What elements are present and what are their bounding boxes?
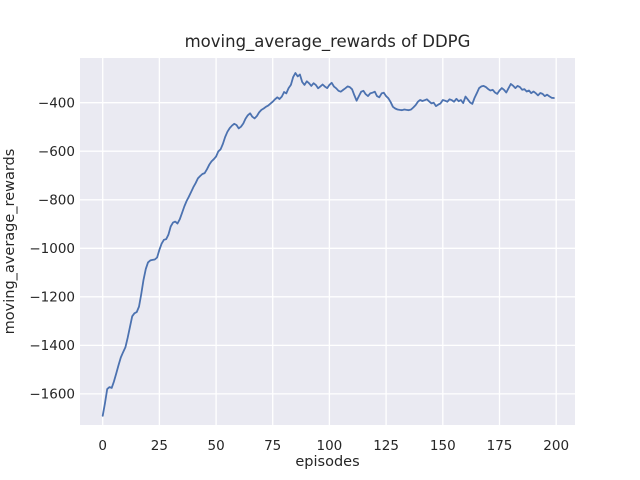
series-line-ddpg bbox=[101, 72, 555, 417]
plot-layer: 0 25 50 75 100 125 150 175 200 −400 −600 −800 −1000 −… bbox=[29, 58, 575, 454]
x-tick-label: 0 bbox=[98, 438, 107, 454]
y-tick-label: −1200 bbox=[29, 290, 75, 306]
x-tick-label: 200 bbox=[543, 438, 569, 454]
chart-title: moving_average_rewards of DDPG bbox=[185, 32, 471, 52]
x-tick-label: 75 bbox=[264, 438, 281, 454]
y-tick-label: −1400 bbox=[29, 338, 75, 354]
x-tick-label: 175 bbox=[487, 438, 513, 454]
y-tick-label: −1600 bbox=[29, 387, 75, 403]
y-tick-label: −400 bbox=[38, 96, 75, 112]
x-tick-label: 50 bbox=[208, 438, 225, 454]
x-axis-label: episodes bbox=[295, 454, 359, 470]
y-tick-label: −800 bbox=[38, 193, 75, 209]
y-tick-label: −1000 bbox=[29, 241, 75, 257]
x-tick-label: 150 bbox=[430, 438, 456, 454]
x-tick-label: 25 bbox=[151, 438, 168, 454]
y-tick-label: −600 bbox=[38, 144, 75, 160]
x-tick-label: 125 bbox=[373, 438, 399, 454]
x-tick-label: 100 bbox=[317, 438, 343, 454]
y-axis-label: moving_average_rewards bbox=[2, 149, 18, 335]
plot-area bbox=[80, 58, 575, 425]
